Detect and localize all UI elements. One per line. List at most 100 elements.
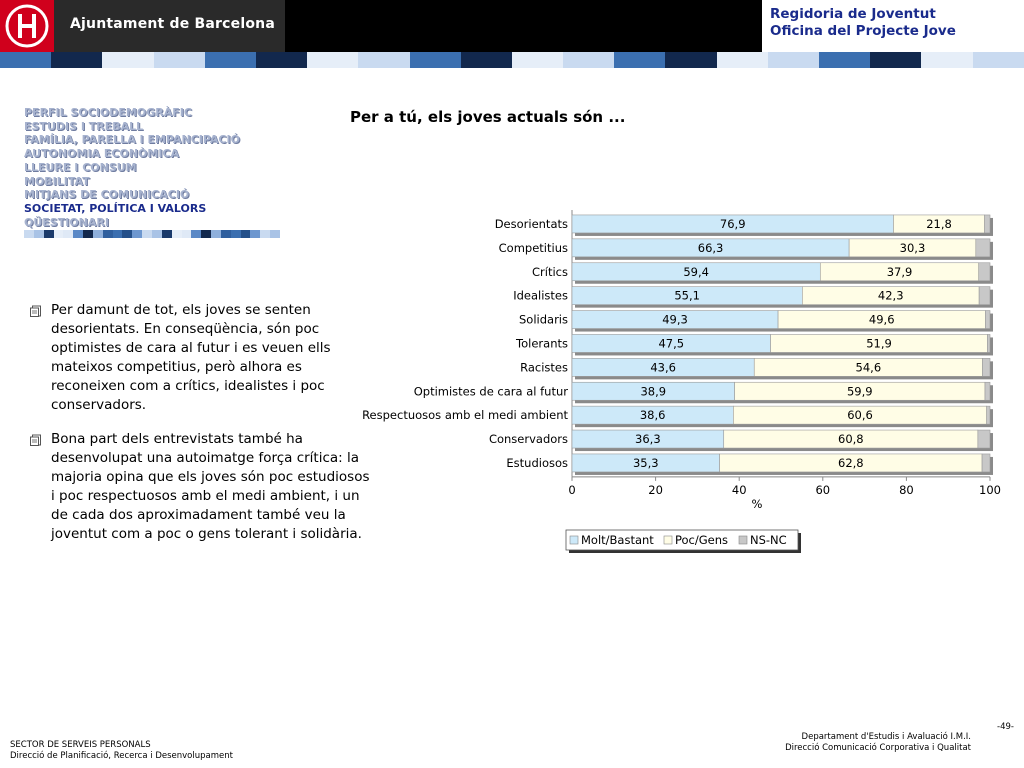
mosaic-tile: [836, 52, 854, 68]
data-label: 38,6: [640, 408, 666, 422]
mosaic-tile: [132, 230, 143, 238]
data-label: 36,3: [635, 432, 661, 446]
nav-item[interactable]: MITJANS DE COMUNICACIÓ: [24, 188, 190, 202]
bar-segment: [571, 429, 725, 449]
mosaic-tile: [375, 52, 393, 68]
bar-segment: [848, 238, 977, 258]
data-label: 42,3: [878, 289, 904, 303]
mosaic-tile: [119, 52, 137, 68]
mosaic-tile: [989, 52, 1007, 68]
mosaic-tile: [699, 52, 717, 68]
data-label: 60,8: [838, 432, 864, 446]
bar-segment: [777, 310, 986, 329]
mosaic-tile: [151, 230, 162, 238]
mosaic-tile: [181, 230, 192, 238]
legend-shadow: [569, 533, 801, 553]
bar-shadow: [575, 313, 993, 332]
category-label: Solidaris: [519, 313, 568, 327]
mosaic-tile: [43, 230, 54, 238]
mosaic-tile: [201, 230, 212, 238]
barcelona-logo-icon: [0, 0, 54, 52]
mosaic-tile: [307, 52, 325, 68]
x-tick-label: 60: [815, 483, 830, 497]
bar-segment: [975, 238, 991, 258]
bar-shadow: [575, 337, 993, 356]
mosaic-tile: [211, 230, 221, 238]
data-label: 21,8: [926, 217, 952, 231]
data-label: 47,5: [658, 336, 684, 350]
bullet-item: Bona part dels entrevistats també ha des…: [30, 430, 370, 544]
mosaic-tile: [511, 52, 529, 68]
category-label: Idealistes: [513, 289, 568, 303]
document-bullet-icon: [30, 305, 41, 317]
data-label: 59,4: [683, 265, 709, 279]
bar-segment: [571, 238, 850, 258]
legend-label: Poc/Gens: [675, 533, 728, 547]
header-mosaic-strip: [0, 52, 1024, 68]
bar-segment: [981, 453, 991, 473]
barcelona-logo: [0, 0, 54, 52]
bar-segment: [733, 405, 987, 425]
mosaic-tile: [270, 230, 280, 238]
nav-item[interactable]: PERFIL SOCIODEMOGRÀFIC: [24, 106, 192, 119]
nav-item[interactable]: ESTUDIS I TREBALL: [24, 119, 144, 133]
data-label: 37,9: [887, 265, 913, 279]
mosaic-tile: [34, 52, 52, 68]
category-label: Desorientats: [495, 217, 568, 231]
x-tick-label: 0: [568, 483, 575, 497]
mosaic-tile: [443, 52, 461, 68]
bar-segment: [985, 310, 991, 329]
mosaic-tile: [122, 230, 133, 238]
bar-segment: [986, 405, 991, 425]
nav-item[interactable]: FAMÍLIA, PARELLA I EMPANCIPACIÓ: [24, 133, 240, 147]
mosaic-tile: [240, 230, 251, 238]
bar-segment: [571, 214, 894, 234]
mosaic-tile: [716, 52, 734, 68]
bar-segment: [770, 334, 988, 353]
bar-segment: [571, 334, 771, 353]
bar-segment: [571, 381, 735, 401]
bar-shadow: [575, 456, 993, 475]
nav-item[interactable]: MOBILITAT: [24, 174, 90, 188]
nav-item[interactable]: QÜESTIONARI: [24, 215, 109, 229]
footer-direction: Direcció de Planificació, Recerca i Dese…: [10, 751, 233, 761]
nav-item[interactable]: AUTONOMIA ECONÒMICA: [24, 147, 180, 161]
bar-segment: [802, 286, 980, 305]
mosaic-tile: [250, 230, 261, 238]
bar-segment: [734, 381, 986, 401]
mosaic-tile: [580, 52, 598, 68]
document-bullet-icon: [30, 434, 41, 446]
x-tick-label: 100: [979, 483, 1001, 497]
legend-box: [565, 529, 799, 551]
category-label: Racistes: [520, 360, 568, 374]
mosaic-tile: [1006, 52, 1024, 68]
nav-item[interactable]: LLEURE I CONSUM: [24, 160, 137, 174]
mosaic-tile: [290, 52, 308, 68]
data-label: 76,9: [720, 217, 746, 231]
mosaic-tile: [161, 230, 172, 238]
mosaic-tile: [870, 52, 888, 68]
data-label: 49,6: [869, 313, 895, 327]
category-label: Competitius: [499, 241, 568, 255]
data-label: 55,1: [674, 289, 700, 303]
mosaic-tile: [260, 230, 271, 238]
bullet-text: Per damunt de tot, els joves se senten d…: [51, 302, 331, 413]
category-label: Crítics: [532, 265, 568, 279]
bar-shadow: [575, 433, 993, 452]
bar-segment: [571, 453, 720, 473]
mosaic-tile: [68, 52, 86, 68]
mosaic-tile: [631, 52, 649, 68]
mosaic-tile: [341, 52, 359, 68]
department-line-1: Regidoria de Joventut: [770, 6, 936, 22]
mosaic-tile: [392, 52, 410, 68]
mosaic-tile: [63, 230, 74, 238]
mosaic-tile: [528, 52, 546, 68]
data-label: 59,9: [847, 384, 873, 398]
section-nav: PERFIL SOCIODEMOGRÀFIC ESTUDIS I TREBALL F…: [24, 106, 240, 229]
data-label: 62,8: [838, 456, 864, 470]
mosaic-tile: [597, 52, 615, 68]
mosaic-tile: [53, 230, 64, 238]
bar-shadow: [575, 361, 993, 380]
nav-mosaic-strip: [24, 230, 280, 238]
nav-item[interactable]: SOCIETAT, POLÍTICA I VALORS: [24, 201, 207, 215]
